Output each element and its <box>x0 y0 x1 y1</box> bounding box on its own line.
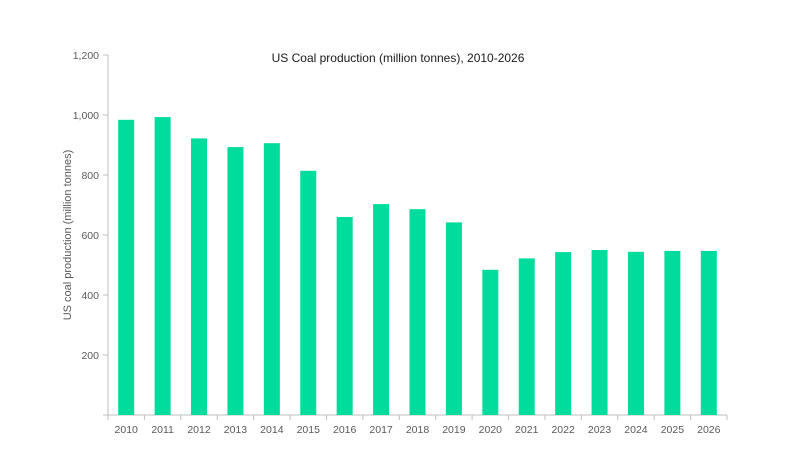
bar-2012 <box>191 138 208 415</box>
bar-2023 <box>591 250 608 415</box>
bar-2013 <box>227 147 244 415</box>
x-tick-label: 2012 <box>187 424 211 436</box>
y-tick-label: 400 <box>81 290 99 302</box>
x-tick-label: 2017 <box>369 424 393 436</box>
bars <box>118 117 717 416</box>
x-tick-label: 2014 <box>260 424 284 436</box>
bar-2021 <box>518 258 535 415</box>
bar-2018 <box>409 209 426 415</box>
bar-2025 <box>664 250 681 415</box>
x-tick-label: 2010 <box>115 424 139 436</box>
y-tick-label: 1,000 <box>73 110 99 122</box>
x-tick-label: 2023 <box>588 424 612 436</box>
y-tick-label: 200 <box>81 350 99 362</box>
x-tick-label: 2024 <box>624 424 648 436</box>
x-tick-label: 2011 <box>151 424 174 436</box>
x-tick-label: 2020 <box>479 424 503 436</box>
bar-2015 <box>300 170 317 415</box>
bar-2014 <box>263 143 280 415</box>
x-tick-label: 2021 <box>515 424 539 436</box>
x-tick-label: 2022 <box>551 424 575 436</box>
chart-title: US Coal production (million tonnes), 201… <box>272 51 525 65</box>
x-tick-label: 2025 <box>661 424 685 436</box>
bar-2026 <box>700 250 717 415</box>
y-tick-label: 600 <box>81 230 99 242</box>
y-axis: 200 400 600 800 1,000 1,200 <box>73 50 109 416</box>
x-tick-label: 2015 <box>297 424 321 436</box>
bar-2022 <box>555 252 572 415</box>
x-axis: 2010 2011 2012 2013 2014 2015 2016 2017 2018 2019… <box>107 414 728 436</box>
y-tick-label: 800 <box>81 170 99 182</box>
x-tick-label: 2026 <box>697 424 721 436</box>
bar-2011 <box>154 117 171 415</box>
bar-2017 <box>373 204 390 415</box>
bar-2010 <box>118 119 135 416</box>
x-tick-label: 2013 <box>224 424 248 436</box>
bar-2019 <box>445 222 462 415</box>
bar-2024 <box>627 251 644 415</box>
bar-2020 <box>482 269 499 415</box>
x-tick-label: 2018 <box>406 424 430 436</box>
y-tick-label: 1,200 <box>73 50 99 62</box>
y-axis-label: US coal production (million tonnes) <box>62 150 74 321</box>
bar-2016 <box>336 217 353 415</box>
x-tick-label: 2019 <box>442 424 466 436</box>
x-tick-label: 2016 <box>333 424 357 436</box>
